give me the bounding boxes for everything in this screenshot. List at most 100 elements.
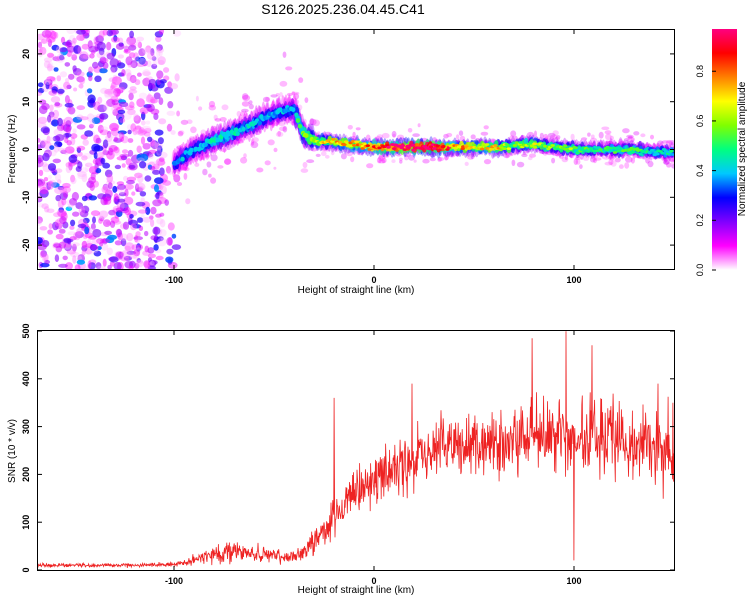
spectrogram-cell [57, 199, 64, 209]
colorbar-tick-label: 0.6 [695, 115, 705, 128]
spectrogram-cell [71, 54, 78, 61]
spectrogram-cell [232, 141, 241, 145]
spectrogram-cell [250, 141, 259, 149]
spectrogram-cell [156, 147, 162, 156]
spectrogram-cell [107, 130, 112, 139]
spectrogram-cell [78, 206, 86, 216]
spectrogram-cell [55, 173, 61, 182]
spectrogram-cell [112, 74, 118, 83]
spectrogram-cell [570, 133, 575, 141]
spectrogram-cell [601, 126, 610, 131]
spectrogram-cell [124, 68, 132, 77]
spectrogram-cell [622, 128, 630, 134]
spectrogram-cells [38, 30, 674, 269]
spectrogram-cell [59, 47, 68, 53]
spectrogram-cell [98, 210, 109, 219]
spectrogram-cell [644, 143, 652, 148]
spectrogram-cell [49, 104, 54, 112]
spectrogram-cell [106, 173, 114, 183]
spectrogram-cell [66, 149, 75, 155]
spectrogram-cell [54, 168, 63, 173]
spectrogram-cell [159, 229, 167, 237]
figure-title: S126.2025.236.04.45.C41 [261, 1, 425, 17]
spectrogram-cell [94, 68, 101, 74]
spectrogram-cell [59, 71, 68, 78]
spectrogram-cell [72, 211, 80, 217]
spectrogram-cell [38, 116, 48, 124]
spectrogram-cell [668, 140, 674, 146]
spectrogram-cell [68, 162, 73, 171]
spectrogram-cell [619, 164, 624, 169]
spectrogram-cell [157, 56, 166, 65]
spectrogram-cell [124, 242, 135, 252]
spectrogram-cell [551, 157, 556, 164]
spectrogram-cell [63, 81, 71, 90]
spectrogram-cell [309, 118, 315, 126]
spectrogram-cell [66, 140, 72, 146]
spectrogram-cell [400, 144, 406, 148]
spectrogram-cell [285, 119, 290, 124]
spectrogram-cell [385, 151, 390, 158]
spectrogram-cell [248, 100, 253, 105]
spectrogram-cell [65, 126, 72, 134]
spectrogram-cell [107, 234, 118, 240]
spectrogram-cell [119, 117, 126, 123]
spectrogram-cell [110, 220, 116, 228]
spectrogram-cell [143, 260, 151, 268]
spectrogram-cell [522, 151, 527, 155]
spectrogram-cell [53, 145, 60, 153]
spectrogram-cell [72, 37, 77, 44]
spectrogram-cell [483, 159, 492, 165]
spectrogram-cell [98, 217, 103, 224]
spectrogram-cell [455, 134, 460, 140]
spectrogram-cell [56, 209, 66, 217]
spectrogram-cell [144, 261, 150, 269]
spectrogram-cell [123, 111, 132, 120]
spectrogram-cell [151, 260, 158, 265]
spectrogram-cell [111, 99, 119, 106]
spectrogram-cell [93, 250, 102, 257]
spectrogram-cell [108, 145, 118, 152]
spectrogram-cell [256, 167, 264, 173]
spectrogram-cell [92, 216, 96, 224]
spectrogram-cell [143, 131, 151, 137]
spectrogram-cell [128, 164, 136, 169]
spectrogram-cell [95, 168, 102, 174]
spectrogram-cell [134, 172, 143, 179]
spectrogram-cell [564, 154, 568, 161]
spectrogram-cell [38, 181, 43, 189]
spectrogram-cell [647, 160, 654, 168]
spectrogram-cell [130, 223, 137, 231]
spectrogram-cell [205, 154, 211, 158]
spectrogram-cell [145, 45, 152, 53]
spectrogram-cell [514, 141, 520, 145]
spectrogram-cell [93, 101, 101, 111]
spectrogram-cell [612, 151, 618, 154]
spectrogram-cell [119, 82, 128, 90]
spectrogram-cell [62, 255, 68, 261]
spectrogram-cell [630, 137, 635, 143]
spectrogram-cell [64, 95, 70, 104]
spectrogram-cell [147, 136, 153, 142]
spectrogram-cell [87, 40, 93, 49]
spectrogram-cell [669, 149, 674, 153]
spectrogram-cell [342, 143, 347, 147]
spectrogram-cell [392, 147, 397, 151]
spectrogram-cell [270, 94, 278, 98]
spectrogram-cell [626, 134, 634, 139]
spectrogram-cell [141, 125, 151, 132]
spectrogram-ytick-label: 20 [21, 49, 31, 59]
spectrogram-cell [110, 85, 115, 90]
spectrogram-cell [242, 94, 251, 102]
spectrogram-cell [365, 144, 370, 148]
spectrogram-cell [73, 45, 82, 54]
spectrogram-cell [167, 222, 175, 231]
spectrogram-cell [291, 91, 300, 95]
spectrogram-cell [90, 244, 98, 251]
spectrogram-cell [72, 116, 83, 123]
spectrogram-cell [137, 72, 142, 77]
spectrogram-cell [150, 96, 156, 104]
spectrogram-cell [54, 254, 60, 262]
colorbar-gradient [712, 29, 737, 270]
